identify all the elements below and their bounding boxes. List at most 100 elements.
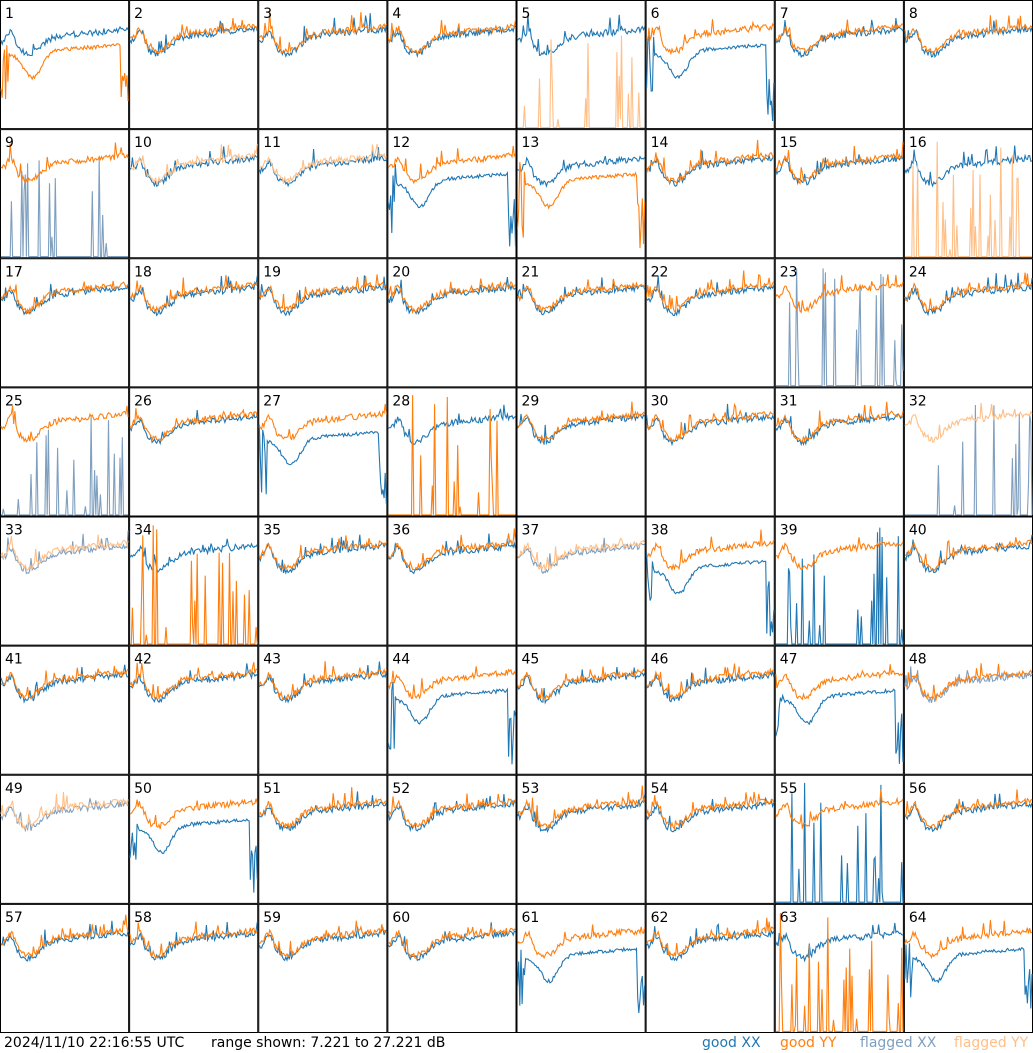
xx-trace (904, 793, 1033, 833)
yy-trace (775, 664, 904, 701)
yy-trace (516, 785, 646, 831)
yy-trace (775, 789, 904, 829)
yy-trace (646, 529, 775, 572)
yy-trace (0, 280, 129, 315)
panel-frame (129, 903, 259, 1033)
yy-trace (646, 139, 775, 185)
xx-trace (775, 17, 904, 59)
yy-trace (517, 35, 645, 129)
xx-trace (775, 922, 904, 963)
panel-number: 53 (522, 781, 540, 797)
xx-trace (0, 283, 129, 316)
yy-trace (387, 528, 517, 571)
panel-frame (903, 0, 1033, 130)
panel-frame (258, 129, 388, 259)
xx-trace (0, 798, 129, 833)
panel-number: 3 (263, 6, 272, 22)
yy-trace (388, 145, 516, 185)
yy-trace (387, 793, 516, 828)
yy-trace (258, 11, 387, 54)
panel-number: 37 (522, 523, 540, 539)
yy-trace (775, 537, 904, 571)
yy-trace (0, 791, 129, 830)
legend-good-xx: good XX (702, 1035, 761, 1051)
panel-number: 28 (392, 393, 410, 409)
panel-frame (645, 258, 775, 388)
yy-trace (904, 663, 1033, 702)
panel-frame (387, 516, 517, 646)
panel-number: 59 (263, 910, 281, 926)
yy-trace (775, 19, 903, 55)
yy-trace (775, 401, 904, 444)
yy-trace (0, 43, 129, 102)
xx-trace (388, 404, 516, 446)
panel-number: 23 (780, 264, 798, 280)
panel-number: 30 (651, 393, 669, 409)
panel-number: 27 (263, 393, 281, 409)
panel-frame (645, 129, 775, 259)
yy-trace (258, 535, 387, 570)
panel-number: 51 (263, 781, 281, 797)
panel-number: 56 (909, 781, 927, 797)
yy-trace (129, 408, 258, 443)
xx-trace (646, 667, 775, 703)
panel-number: 57 (5, 910, 23, 926)
panel-number: 5 (522, 6, 531, 22)
range-label: range shown: 7.221 to 27.221 dB (211, 1035, 446, 1051)
xx-trace (904, 20, 1033, 59)
panel-number: 9 (5, 135, 14, 151)
panel-frame (258, 387, 388, 517)
yy-trace (387, 19, 517, 55)
panel-frame (645, 387, 775, 517)
panel-number: 20 (392, 264, 410, 280)
panel-frame (0, 903, 130, 1033)
xx-trace (646, 552, 775, 637)
panel-frame (0, 258, 130, 388)
panel-number: 1 (5, 6, 14, 22)
xx-trace (775, 527, 904, 645)
yy-trace (129, 921, 258, 960)
xx-trace (258, 424, 387, 505)
panel-frame (387, 903, 517, 1033)
panel-frame (516, 774, 646, 904)
panel-number: 40 (909, 523, 927, 539)
panel-number: 8 (909, 6, 918, 22)
panel-number: 19 (263, 264, 281, 280)
yy-trace (130, 143, 258, 185)
xx-trace (904, 943, 1033, 1009)
panel-number: 44 (392, 652, 410, 668)
yy-trace (775, 142, 904, 185)
panel-frame (903, 645, 1033, 775)
yy-trace (646, 402, 774, 443)
xx-trace (517, 155, 646, 188)
legend-good-yy: good YY (780, 1035, 837, 1051)
panel-number: 45 (522, 652, 540, 668)
panel-frame (645, 774, 775, 904)
panel-frame (258, 645, 388, 775)
panel-frame (903, 774, 1033, 904)
panel-number: 48 (909, 652, 927, 668)
yy-trace (387, 278, 516, 315)
yy-trace (646, 917, 775, 958)
xx-trace (129, 817, 258, 893)
panel-frame (516, 516, 646, 646)
panel-frame (645, 903, 775, 1033)
xx-trace (904, 145, 1033, 188)
panel-number: 52 (392, 781, 410, 797)
yy-trace (775, 274, 904, 314)
yy-trace (775, 912, 904, 1032)
xx-trace (646, 275, 775, 317)
yy-trace (904, 789, 1033, 829)
xx-trace (0, 530, 129, 575)
xx-trace (387, 793, 516, 833)
yy-trace (517, 278, 646, 314)
yy-trace (517, 537, 646, 571)
panel-frame (129, 645, 259, 775)
xx-trace (387, 164, 517, 247)
panel-number: 43 (263, 652, 281, 668)
panel-number: 47 (780, 652, 798, 668)
yy-trace (646, 663, 775, 700)
panel-number: 7 (780, 6, 789, 22)
yy-trace (129, 662, 258, 700)
